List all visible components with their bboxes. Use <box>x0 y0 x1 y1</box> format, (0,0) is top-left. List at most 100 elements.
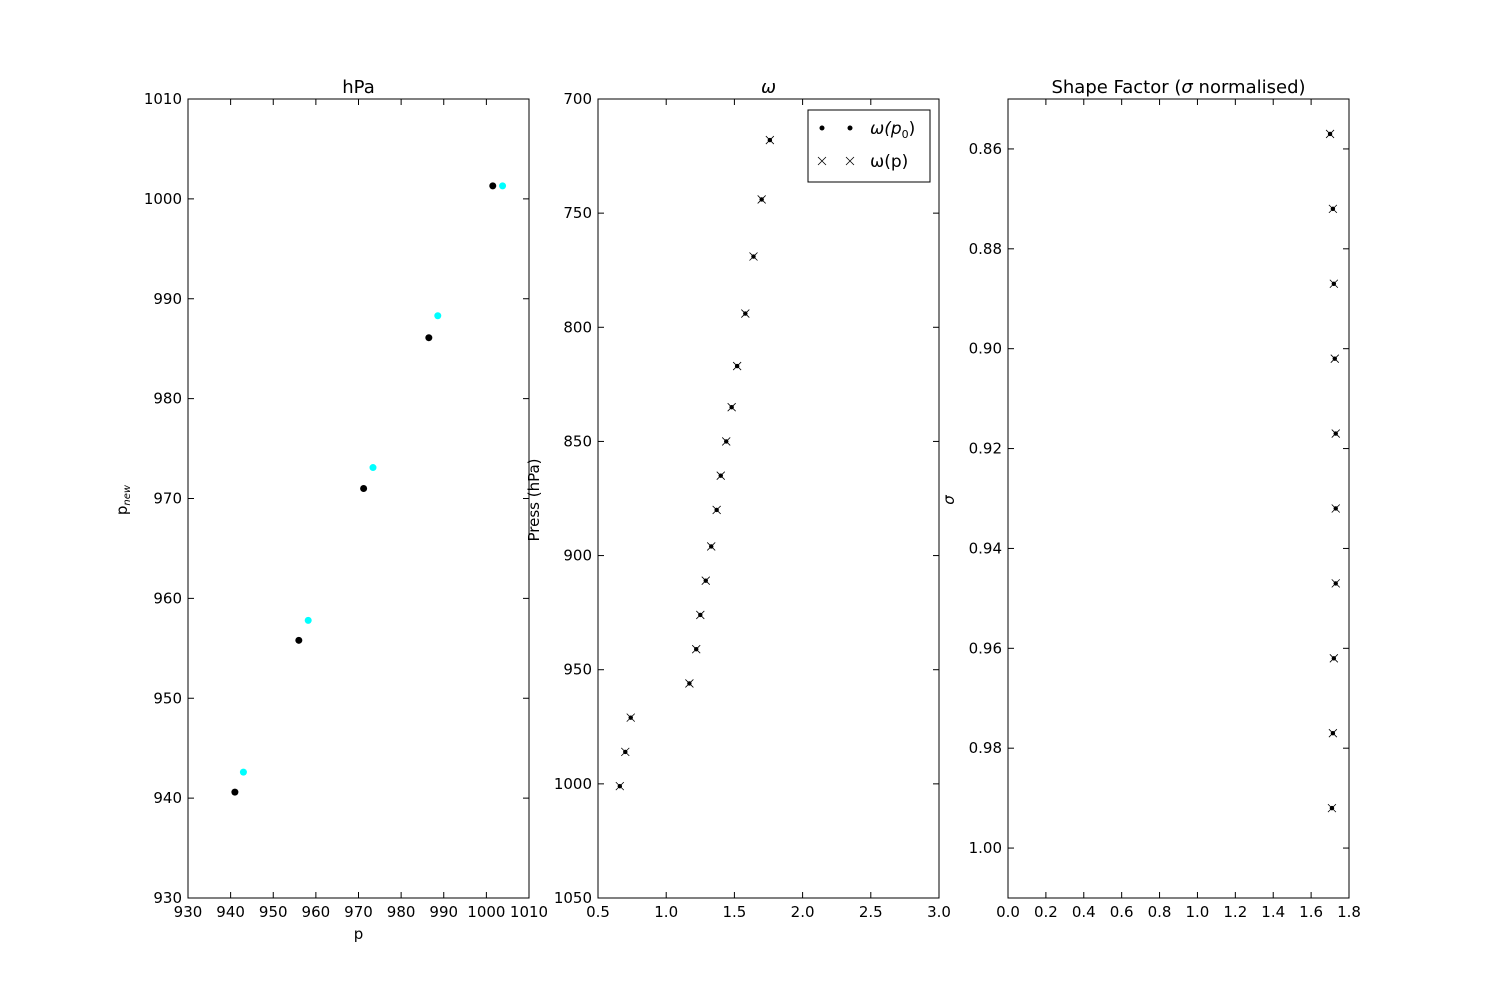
legend-entry-omega-p0-label: ω(p <box>870 119 902 139</box>
x-tick-label: 0.5 <box>586 903 610 921</box>
y-tick-label: 0.86 <box>969 140 1002 158</box>
data-point-series-0 <box>425 334 433 342</box>
x-tick-label: 1.2 <box>1223 903 1247 921</box>
x-tick-label: 960 <box>302 903 331 921</box>
panel-1-x-axis-label: p <box>354 925 364 943</box>
data-point-series-1 <box>369 464 377 472</box>
data-point-x-series-1 <box>727 402 736 412</box>
data-point-x-series-1 <box>701 576 711 585</box>
legend-entry-omega-p0-subscript: 0 <box>902 128 909 141</box>
panel-3-title-prefix: Shape Factor ( <box>1051 77 1181 98</box>
panel-3-marks <box>1325 129 1341 813</box>
legend-box <box>807 109 931 183</box>
y-tick-label: 950 <box>153 689 182 707</box>
data-point-x-series-1 <box>741 309 750 318</box>
panel-3-title-suffix: normalised) <box>1193 77 1306 98</box>
data-point-x-series-0 <box>1331 429 1341 438</box>
panel-2-x-ticks: 0.5 1.0 1.5 2.0 2.5 3.0 <box>586 99 951 921</box>
y-tick-label: 940 <box>153 789 182 807</box>
panel-1-marks <box>231 182 507 796</box>
data-point-x-series-0 <box>1325 129 1335 139</box>
y-tick-label: 1050 <box>554 889 592 907</box>
y-tick-label: 0.88 <box>969 240 1002 258</box>
data-point-x-series-1 <box>716 471 726 480</box>
panel-2-axes-frame <box>597 98 940 899</box>
y-tick-label: 990 <box>153 290 182 308</box>
data-point-series-0 <box>295 636 303 644</box>
panel-2-legend: ω(p0) ω(p) <box>807 109 931 183</box>
data-point-x-series-1 <box>721 437 731 446</box>
y-tick-label: 0.90 <box>969 340 1002 358</box>
legend-x-marker-right <box>845 156 855 166</box>
x-tick-label: 0.4 <box>1072 903 1096 921</box>
y-tick-label: 0.94 <box>969 539 1002 557</box>
y-tick-label: 0.92 <box>969 440 1002 458</box>
data-point-x-series-1 <box>765 135 775 145</box>
panel-2-y-axis-label: Press (hPa) <box>525 458 543 541</box>
x-tick-label: 1000 <box>467 903 505 921</box>
y-tick-label: 950 <box>563 661 592 679</box>
data-point-x-series-1 <box>712 505 721 515</box>
data-point-x-series-1 <box>732 361 742 371</box>
x-tick-label: 0.2 <box>1034 903 1058 921</box>
data-point-x-series-1 <box>691 644 701 654</box>
data-point-x-series-0 <box>1328 728 1338 738</box>
y-tick-label: 930 <box>153 889 182 907</box>
y-tick-label: 1000 <box>554 775 592 793</box>
x-tick-label: 2.0 <box>791 903 815 921</box>
panel-3-y-ticks: 0.86 0.88 0.90 0.92 0.94 0.96 0.98 1.00 <box>969 140 1349 857</box>
data-point-x-series-1 <box>626 713 636 722</box>
panel-1-x-ticks: 930 940 950 960 970 980 990 1000 1010 <box>174 99 548 921</box>
data-point-x-series-0 <box>1331 504 1341 513</box>
x-tick-label: 1.5 <box>722 903 746 921</box>
data-point-x-series-0 <box>1329 279 1339 289</box>
data-point-x-series-1 <box>706 542 716 551</box>
data-point-x-series-1 <box>620 747 630 757</box>
panel-2-title: ω <box>761 77 776 98</box>
y-tick-label: 800 <box>563 318 592 336</box>
data-point-series-0 <box>231 788 239 796</box>
panel-1-axes-frame <box>187 98 530 899</box>
data-point-series-1 <box>434 312 442 320</box>
panel-1-pressure-comparison: hPa 930 940 950 960 970 980 990 1000 1010 930 940… <box>113 77 548 943</box>
data-point-x-series-0 <box>1329 654 1339 663</box>
x-tick-label: 970 <box>344 903 373 921</box>
y-tick-label: 900 <box>563 547 592 565</box>
data-point-x-series-1 <box>757 195 766 204</box>
panel-3-y-axis-label: σ <box>940 495 958 505</box>
panel-2-omega-profile: ω 0.5 1.0 1.5 2.0 2.5 3.0 700 750 800 850 900 950 1… <box>525 77 951 921</box>
y-tick-label: 850 <box>563 432 592 450</box>
x-tick-label: 0.8 <box>1148 903 1172 921</box>
y-tick-label: 700 <box>563 90 592 108</box>
legend-x-marker-left <box>817 156 827 166</box>
x-tick-label: 1.8 <box>1337 903 1361 921</box>
panel-3-shape-factor: Shape Factor (σ normalised) 0.0 0.2 0.4 0.6… <box>940 77 1361 921</box>
x-tick-label: 0.6 <box>1110 903 1134 921</box>
y-tick-label: 0.98 <box>969 739 1002 757</box>
x-tick-label: 950 <box>259 903 288 921</box>
panel-1-y-axis-label-main: p <box>113 506 131 516</box>
y-tick-label: 970 <box>153 490 182 508</box>
data-point-x-series-0 <box>1331 579 1341 588</box>
y-tick-label: 960 <box>153 589 182 607</box>
data-point-series-1 <box>239 768 247 776</box>
y-tick-label: 750 <box>563 204 592 222</box>
legend-entry-omega-p: ω(p) <box>870 152 908 172</box>
y-tick-label: 1.00 <box>969 839 1002 857</box>
x-tick-label: 2.5 <box>859 903 883 921</box>
data-point-x-series-1 <box>615 781 625 791</box>
panel-1-title: hPa <box>342 77 374 98</box>
data-point-x-series-0 <box>1330 354 1340 363</box>
panel-1-y-ticks: 930 940 950 960 970 980 990 1000 1010 <box>144 90 529 907</box>
x-tick-label: 1.0 <box>1186 903 1210 921</box>
data-point-x-series-1 <box>685 679 694 688</box>
panel-2-marks <box>615 135 775 791</box>
legend-dot-marker-right <box>847 125 853 131</box>
x-tick-label: 1010 <box>510 903 548 921</box>
x-tick-label: 990 <box>429 903 458 921</box>
legend-dot-marker-left <box>819 125 825 131</box>
panel-3-title-sigma: σ <box>1181 77 1193 98</box>
data-point-x-series-0 <box>1328 204 1338 214</box>
panel-1-y-axis-label-subscript: new <box>122 484 133 505</box>
